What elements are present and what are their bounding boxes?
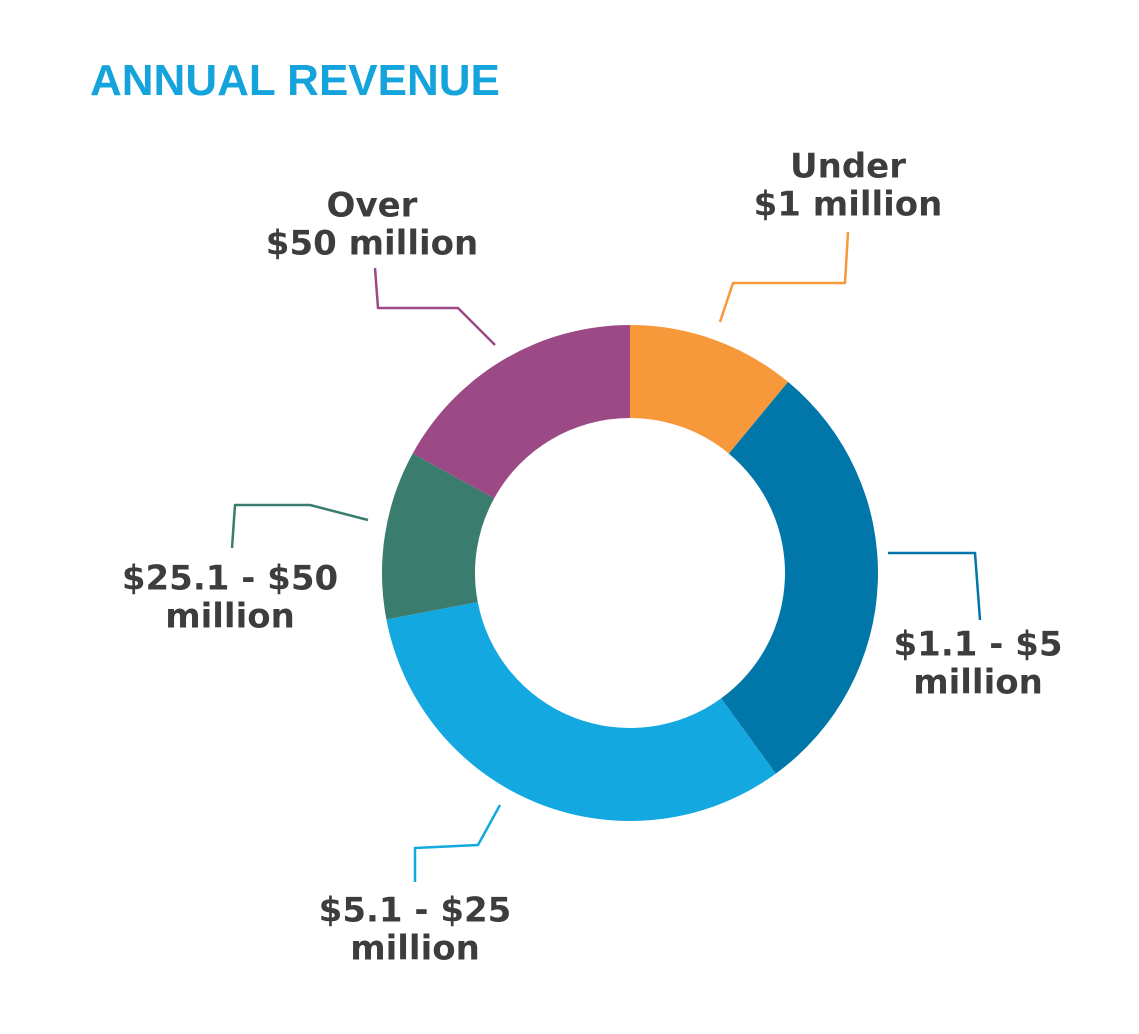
chart-title: ANNUAL REVENUE xyxy=(90,56,500,105)
donut-slice xyxy=(721,381,879,774)
leader-line xyxy=(718,231,850,323)
slice-label: million xyxy=(350,929,480,969)
donut-slice xyxy=(412,325,630,499)
leader-line xyxy=(373,267,496,346)
slice-label: $1 million xyxy=(754,185,943,225)
donut-slice xyxy=(386,602,776,821)
slice-label: Over xyxy=(327,186,418,226)
slice-label: $50 million xyxy=(266,224,478,264)
donut-slice xyxy=(630,325,789,454)
slice-label: million xyxy=(913,663,1043,703)
slice-label: million xyxy=(165,597,295,637)
donut-slice xyxy=(382,453,495,620)
leader-line xyxy=(230,503,369,549)
slice-label: $1.1 - $5 xyxy=(894,625,1063,665)
leader-line xyxy=(888,551,982,621)
slice-label: $25.1 - $50 xyxy=(122,559,338,599)
leader-line xyxy=(413,804,502,882)
slice-label: $5.1 - $25 xyxy=(319,891,512,931)
slice-label: Under xyxy=(790,147,906,187)
